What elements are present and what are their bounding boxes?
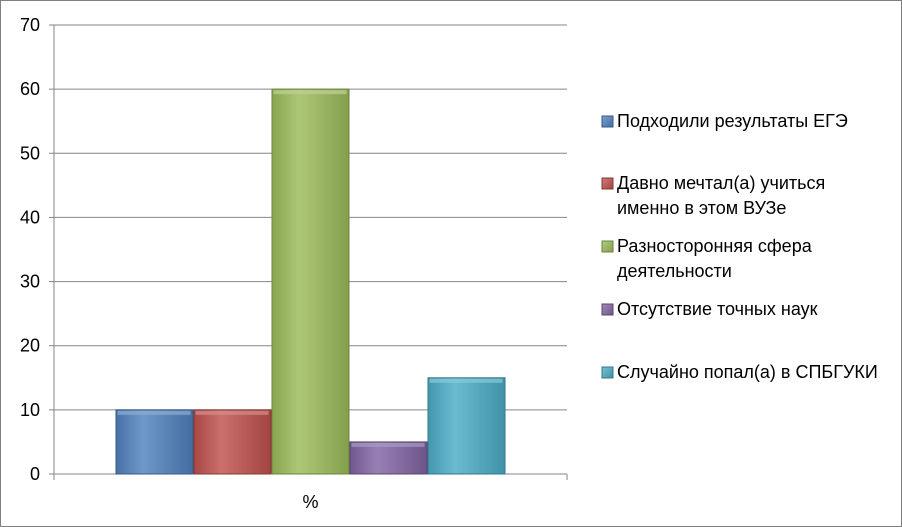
bar-highlight xyxy=(429,378,503,383)
y-tick-label: 0 xyxy=(30,464,40,484)
bar-highlight xyxy=(273,90,347,95)
bar xyxy=(115,409,194,475)
x-axis-ticks: % xyxy=(302,492,318,512)
legend-swatch xyxy=(601,366,614,379)
x-tick-label: % xyxy=(302,492,318,512)
legend-swatch xyxy=(601,240,614,253)
legend-swatch xyxy=(601,115,614,128)
legend-label: Давно мечтал(а) учиться xyxy=(617,173,825,193)
legend-swatch xyxy=(601,303,614,316)
y-tick-label: 20 xyxy=(20,336,40,356)
y-tick-label: 40 xyxy=(20,207,40,227)
bar xyxy=(427,377,506,475)
bar-highlight xyxy=(117,410,191,415)
y-tick-label: 10 xyxy=(20,400,40,420)
bar-highlight xyxy=(195,410,269,415)
legend-swatch xyxy=(601,177,614,190)
y-axis-ticks: 0 10 20 30 40 50 60 70 xyxy=(20,15,40,484)
bar-highlight xyxy=(351,442,425,447)
legend: Подходили результаты ЕГЭ Давно мечтал(а) … xyxy=(601,111,878,382)
legend-label: Разносторонняя сфера xyxy=(617,236,813,256)
y-tick-label: 60 xyxy=(20,79,40,99)
bar xyxy=(349,441,428,475)
y-tick-label: 70 xyxy=(20,15,40,35)
legend-label: деятельности xyxy=(617,261,732,281)
legend-label: Подходили результаты ЕГЭ xyxy=(617,111,848,131)
bar xyxy=(193,409,272,475)
y-tick-label: 50 xyxy=(20,143,40,163)
bar xyxy=(271,88,350,475)
bars xyxy=(115,88,506,475)
legend-label: Случайно попал(а) в СПБГУКИ xyxy=(617,362,878,382)
legend-label: именно в этом ВУЗе xyxy=(617,198,786,218)
legend-label: Отсутствие точных наук xyxy=(617,299,818,319)
y-tick-label: 30 xyxy=(20,272,40,292)
